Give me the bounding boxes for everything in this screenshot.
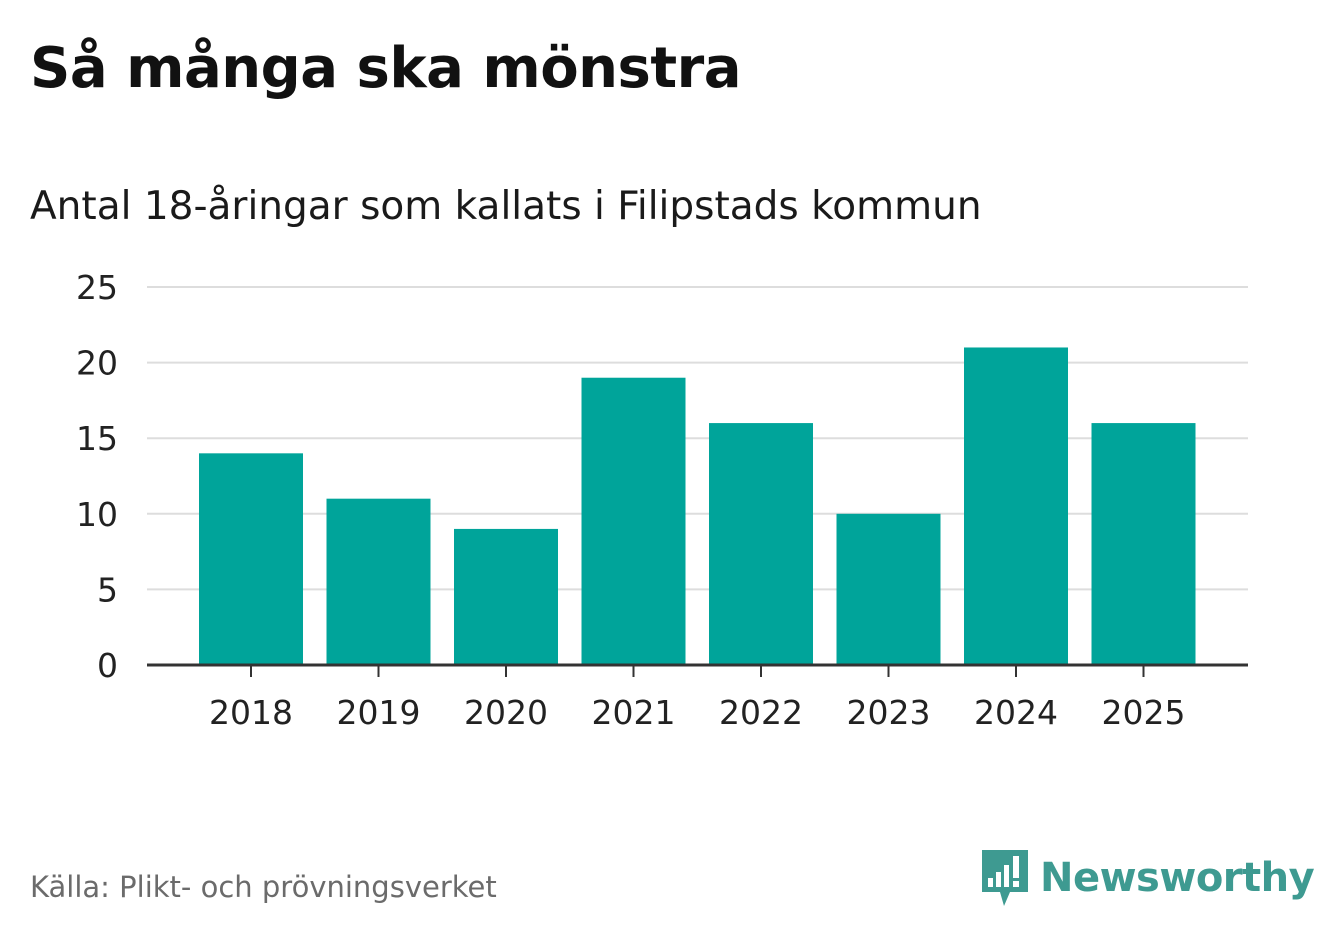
y-tick-label: 15 — [76, 419, 118, 458]
x-tick-label: 2019 — [337, 693, 421, 732]
x-axis-ticks: 2018 2019 2020 2021 2022 2023 2024 2025 — [209, 693, 1185, 732]
x-tick-label: 2021 — [592, 693, 676, 732]
bar-2018 — [199, 453, 303, 665]
x-axis — [147, 663, 1248, 677]
x-tick-label: 2020 — [464, 693, 548, 732]
y-tick-label: 25 — [76, 268, 118, 307]
y-tick-label: 0 — [97, 646, 118, 685]
y-axis-ticks: 0 5 10 15 20 25 — [76, 268, 118, 685]
x-tick-label: 2023 — [847, 693, 931, 732]
x-tick-label: 2025 — [1102, 693, 1186, 732]
chart-title: Så många ska mönstra — [30, 36, 742, 101]
bar-2019 — [326, 498, 431, 665]
y-tick-label: 20 — [76, 344, 118, 383]
bar-2021 — [581, 377, 686, 665]
y-tick-label: 10 — [76, 495, 118, 534]
bar-2023 — [836, 513, 941, 665]
bar-2020 — [454, 528, 558, 665]
chart-subtitle: Antal 18-åringar som kallats i Filipstad… — [30, 184, 982, 229]
x-tick-label: 2022 — [719, 693, 803, 732]
x-tick-label: 2024 — [974, 693, 1058, 732]
brand-name: Newsworthy — [1040, 855, 1315, 901]
bar-2022 — [709, 423, 813, 665]
brand-logo: Newsworthy — [980, 848, 1315, 908]
x-tick-label: 2018 — [209, 693, 293, 732]
bar-2024 — [964, 347, 1068, 665]
source-note: Källa: Plikt- och prövningsverket — [30, 870, 497, 904]
newsworthy-logo-icon — [982, 850, 1028, 906]
bar-2025 — [1091, 423, 1196, 665]
gridlines — [147, 286, 1248, 591]
bars — [199, 347, 1196, 665]
y-tick-label: 5 — [97, 570, 118, 609]
